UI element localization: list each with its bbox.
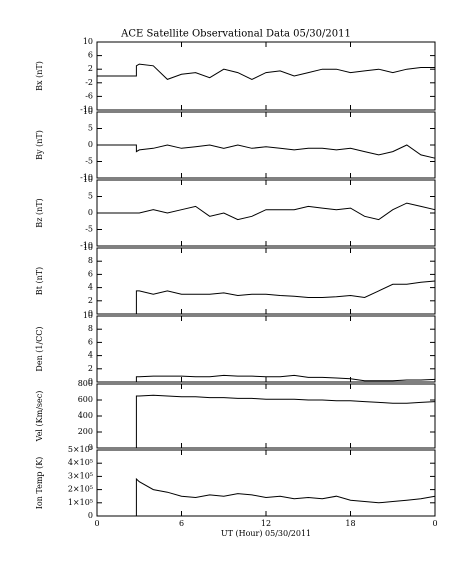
y-tick-label: 0 [88, 377, 93, 386]
y-tick-label: -6 [85, 91, 93, 100]
y-tick-label: 2 [88, 364, 93, 373]
y-tick-label: 5 [88, 124, 93, 133]
y-tick-label: 8 [88, 256, 93, 265]
y-tick-label: 10 [83, 243, 93, 252]
y-axis-label: Vel (Km/sec) [35, 391, 44, 443]
y-tick-label: -10 [80, 241, 93, 250]
y-tick-label: 2 [88, 64, 93, 73]
data-line [97, 202, 436, 221]
y-tick-label: 0 [88, 140, 93, 149]
y-tick-label: 200 [78, 427, 93, 436]
y-tick-label: 10 [83, 311, 93, 320]
y-tick-label: 0 [88, 208, 93, 217]
y-axis-label: Den (1/CC) [35, 326, 44, 371]
x-tick-label: 0 [432, 519, 437, 528]
data-line [97, 144, 436, 159]
y-tick-label: 0 [88, 511, 93, 520]
y-tick-label: 4 [88, 283, 93, 292]
y-tick-label: 600 [78, 395, 93, 404]
data-line [97, 394, 436, 449]
y-axis-label: By (nT) [35, 130, 44, 160]
y-axis-label: Bt (nT) [35, 267, 44, 295]
chart-title: ACE Satellite Observational Data 05/30/2… [120, 29, 351, 40]
y-tick-label: 6 [88, 269, 93, 278]
y-axis-label: Bz (nT) [35, 198, 44, 227]
y-tick-label: 5 [88, 192, 93, 201]
x-tick-label: 0 [94, 519, 99, 528]
y-tick-label: -5 [85, 157, 93, 166]
y-tick-label: 10 [83, 107, 93, 116]
x-tick-label: 6 [179, 519, 184, 528]
y-tick-label: -2 [85, 78, 93, 87]
y-tick-label: 800 [78, 379, 93, 388]
data-line [97, 374, 436, 383]
x-axis-label: UT (Hour) 05/30/2011 [221, 529, 311, 538]
y-tick-label: -10 [80, 105, 93, 114]
y-tick-label: 8 [88, 324, 93, 333]
y-tick-label: 6 [88, 51, 93, 60]
y-tick-label: 4 [88, 351, 93, 360]
x-tick-label: 18 [345, 519, 355, 528]
y-tick-label: 2 [88, 296, 93, 305]
y-tick-label: -10 [80, 173, 93, 182]
y-tick-label: 10 [83, 175, 93, 184]
y-axis-label: Bx (nT) [35, 61, 44, 91]
y-tick-label: 5×10⁵ [68, 445, 93, 454]
y-tick-label: 10 [83, 37, 93, 46]
data-line [97, 280, 436, 315]
y-tick-label: 400 [78, 411, 93, 420]
y-tick-label: 6 [88, 337, 93, 346]
y-tick-label: 3×10⁵ [68, 471, 93, 480]
y-tick-label: 4×10⁵ [68, 458, 93, 467]
y-tick-label: 0 [88, 309, 93, 318]
y-tick-label: 0 [88, 443, 93, 452]
y-tick-label: 2×10⁵ [68, 485, 93, 494]
x-tick-label: 12 [261, 519, 271, 528]
y-axis-label: Ion Temp (K) [35, 457, 44, 510]
data-line [97, 477, 436, 517]
data-line [97, 63, 435, 80]
y-tick-label: -5 [85, 225, 93, 234]
y-tick-label: 1×10⁵ [68, 498, 93, 507]
